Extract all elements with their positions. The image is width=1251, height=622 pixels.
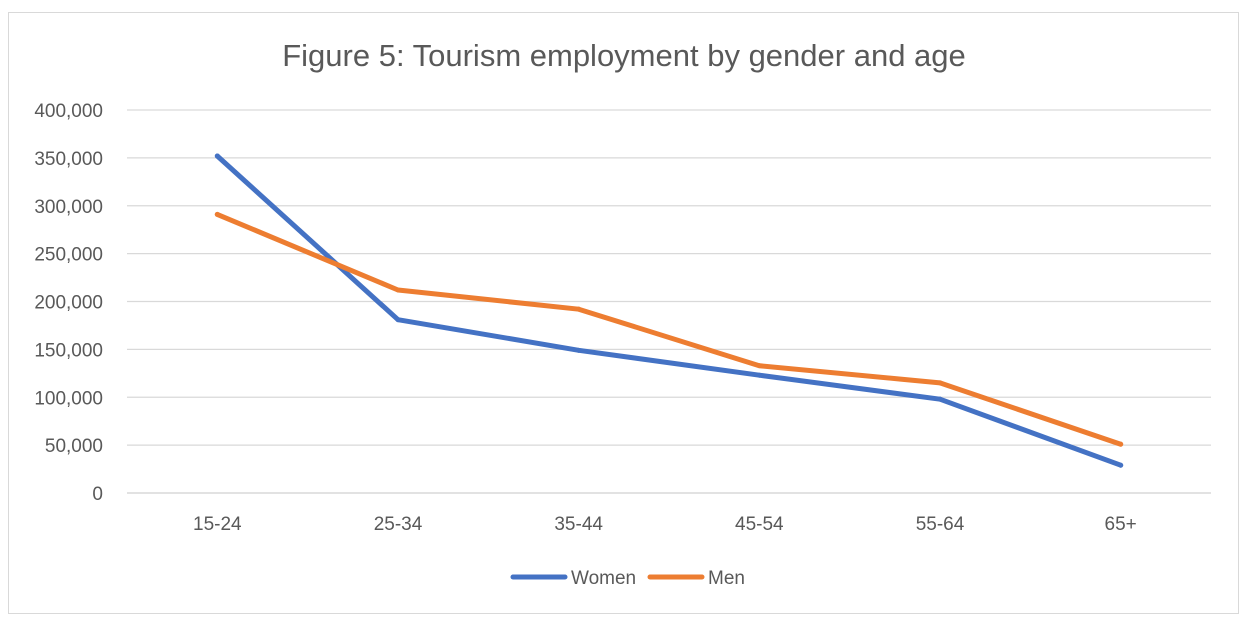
data-point-men	[937, 380, 943, 386]
y-tick-label: 400,000	[34, 101, 103, 122]
y-tick-label: 250,000	[34, 245, 103, 266]
data-point-men	[756, 363, 762, 369]
data-point-women	[395, 317, 401, 323]
legend-item-women: Women	[510, 568, 636, 589]
series-line-women	[214, 153, 1124, 468]
data-point-men	[395, 287, 401, 293]
data-point-women	[1118, 462, 1124, 468]
data-point-men	[1118, 441, 1124, 447]
x-tick-label: 65+	[1105, 514, 1137, 535]
series-lines	[214, 153, 1124, 468]
x-tick-label: 45-54	[735, 514, 784, 535]
series-men	[214, 211, 1124, 447]
data-point-women	[756, 372, 762, 378]
y-tick-label: 150,000	[34, 340, 103, 361]
x-axis-tick-labels: 15-24 25-34 35-44 45-54 55-64 65+	[193, 514, 1137, 535]
data-point-women	[214, 153, 220, 159]
y-tick-label: 200,000	[34, 293, 103, 314]
y-tick-label: 0	[92, 484, 103, 505]
gridlines	[127, 109, 1211, 494]
legend: Women Men	[510, 568, 745, 589]
x-tick-label: 35-44	[554, 514, 603, 535]
y-axis-tick-labels: 0 50,000 100,000 150,000 200,000 250,000 300,0…	[34, 101, 103, 505]
series-line-men	[214, 211, 1124, 447]
y-tick-label: 50,000	[45, 436, 103, 457]
data-point-men	[214, 211, 220, 217]
y-tick-label: 100,000	[34, 388, 103, 409]
data-point-men	[576, 306, 582, 312]
y-tick-label: 300,000	[34, 197, 103, 218]
legend-label: Women	[571, 568, 636, 589]
x-tick-label: 25-34	[374, 514, 423, 535]
x-tick-label: 15-24	[193, 514, 242, 535]
legend-item-men: Men	[647, 568, 745, 589]
series-women	[214, 153, 1124, 468]
data-point-women	[937, 396, 943, 402]
y-tick-label: 350,000	[34, 149, 103, 170]
data-point-women	[576, 347, 582, 353]
legend-label: Men	[708, 568, 745, 589]
chart-title: Figure 5: Tourism employment by gender a…	[282, 38, 966, 73]
x-tick-label: 55-64	[916, 514, 965, 535]
chart-frame	[8, 12, 1239, 614]
